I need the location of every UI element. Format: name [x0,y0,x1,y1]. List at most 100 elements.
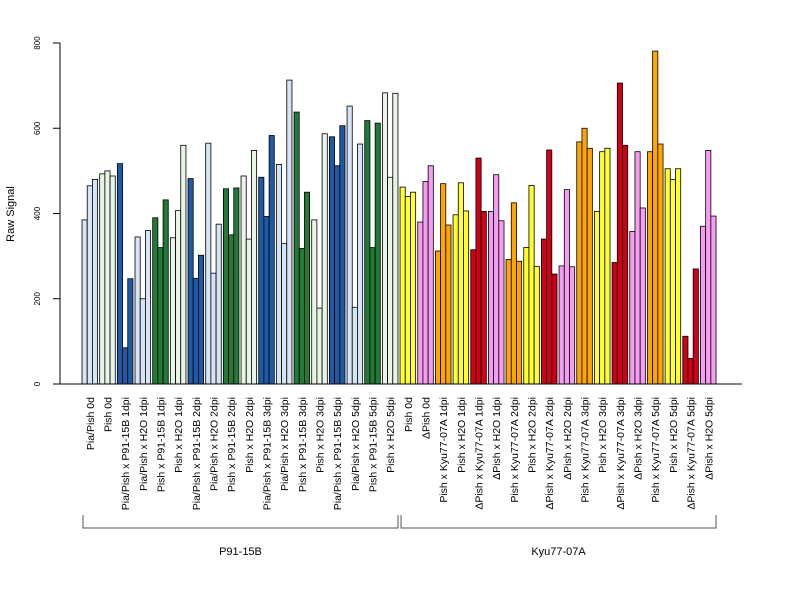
y-axis: 0 200 400 600 800 [33,36,61,386]
y-tick-label: 200 [33,292,42,306]
x-tick-label: Pish x H2O 1dpi [173,397,185,473]
bar [710,215,717,385]
bar [516,260,523,385]
bar [533,265,540,385]
bar [634,151,641,385]
x-tick-label: Pish x P91-15B 3dpi [297,397,309,492]
bar [563,189,570,385]
bar [404,196,411,385]
bar [480,210,487,385]
bar [198,254,205,385]
bar [599,151,606,385]
y-axis-label: Raw Signal [5,186,17,242]
bar [116,163,123,385]
x-tick-label: Pia/Pish x H2O 2dpi [208,397,220,491]
bar [258,176,265,385]
bar [99,173,106,385]
bar [334,165,341,385]
x-tick-label: ΔPish 0d [421,397,433,439]
x-tick-label: Pish x H2O 1dpi [456,397,468,473]
bars [81,50,717,385]
bar [440,183,447,385]
y-tick-label: 800 [33,36,42,50]
bar [351,306,358,385]
bar [581,127,588,385]
x-tick-label: ΔPish x Kyu77-07A 2dpi [544,397,556,510]
x-tick-label: Pia/Pish x P91-15B 5dpi [332,397,344,510]
bar [180,144,187,385]
bar [611,262,618,385]
bar [339,125,346,385]
bar [205,142,212,385]
x-tick-label: Pish x P91-15B 2dpi [226,397,238,492]
bar [281,242,288,385]
bar [622,144,629,385]
bar [245,238,252,385]
bar [233,187,240,385]
bar [152,217,159,385]
bar [169,237,176,385]
bar [647,151,654,385]
bar [604,147,611,385]
bar [498,220,505,385]
bar [586,147,593,385]
x-tick-label: Pish x Kyu77-07A 5dpi [650,397,662,503]
bar [427,165,434,385]
bar [569,266,576,385]
bar [122,347,129,385]
bar [445,224,452,385]
x-tick-label: ΔPish x Kyu77-07A 1dpi [474,397,486,510]
bar [304,191,311,385]
bar [687,358,694,385]
x-tick-label: Pish x H2O 3dpi [597,397,609,473]
bar [657,143,664,385]
bracket-line [82,515,399,529]
bar [551,273,558,385]
bar [639,207,646,385]
x-tick-label: Pia/Pish x H2O 5dpi [350,397,362,491]
bar [162,199,169,385]
bar [215,223,222,385]
bar [493,174,500,385]
bar [175,210,182,385]
bar [576,141,583,385]
bar [434,250,441,385]
bar [470,249,477,385]
bracket-line [400,515,717,529]
x-tick-label: Pish x H2O 3dpi [315,397,327,473]
bar [594,210,601,385]
bar [541,238,548,385]
bar [228,234,235,385]
bracket-label: Kyu77-07A [531,546,586,558]
bar [381,92,388,385]
bar [387,176,394,385]
x-tick-label: Pish x H2O 5dpi [668,397,680,473]
bar [452,214,459,385]
bar [275,164,282,385]
x-tick-label: Pia/Pish x H2O 1dpi [138,397,150,491]
x-tick-label: Pish 0d [102,397,114,432]
x-tick-label: ΔPish x H2O 5dpi [703,397,715,480]
bar [410,191,417,385]
bar [316,307,323,385]
y-tick-label: 0 [33,381,42,386]
bar [652,50,659,385]
bar [293,111,300,385]
bar [705,150,712,385]
x-tick-label: Pia/Pish 0d [85,397,97,450]
x-tick-label: Pish x H2O 2dpi [244,397,256,473]
y-tick-label: 400 [33,206,42,220]
x-tick-label: Pish x H2O 2dpi [527,397,539,473]
x-tick-label: ΔPish x H2O 2dpi [562,397,574,480]
bar [392,92,399,385]
bar [558,265,565,385]
bar [629,231,636,385]
bar [187,178,194,385]
x-tick-label: Pish 0d [403,397,415,432]
x-tick-label: Pish x Kyu77-07A 1dpi [438,397,450,503]
x-tick-label: Pia/Pish x H2O 3dpi [279,397,291,491]
x-tick-label: ΔPish x Kyu77-07A 5dpi [686,397,698,510]
x-tick-label: ΔPish x Kyu77-07A 3dpi [615,397,627,510]
bar [692,268,699,385]
